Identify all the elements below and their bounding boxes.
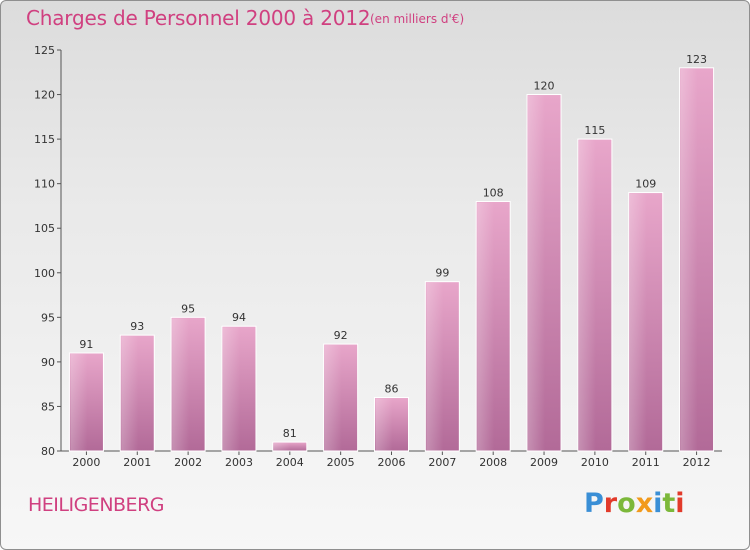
data-label: 93	[130, 320, 144, 333]
y-tick-label: 125	[34, 44, 55, 57]
chart-title: Charges de Personnel 2000 à 2012	[26, 6, 371, 30]
x-tick-label: 2002	[174, 456, 202, 469]
logo-letter: x	[635, 488, 654, 519]
y-tick-label: 115	[34, 133, 55, 146]
y-tick-label: 85	[41, 400, 55, 413]
logo-letter: P	[584, 488, 604, 519]
x-tick-label: 2011	[632, 456, 660, 469]
bar-highlight	[426, 282, 444, 451]
y-tick-label: 100	[34, 267, 55, 280]
y-tick-label: 90	[41, 356, 55, 369]
logo-letter: i	[653, 488, 663, 519]
data-label: 120	[534, 80, 555, 93]
data-label: 81	[283, 427, 297, 440]
logo-letter: o	[617, 488, 636, 519]
bar-highlight	[121, 336, 139, 451]
logo-letter: i	[675, 488, 685, 519]
x-tick-label: 2004	[276, 456, 304, 469]
bar-highlight	[528, 95, 546, 452]
data-label: 95	[181, 302, 195, 315]
data-label: 86	[385, 383, 399, 396]
data-label: 92	[334, 329, 348, 342]
data-label: 115	[584, 124, 605, 137]
chart-subtitle: (en milliers d'€)	[370, 12, 465, 26]
x-tick-label: 2010	[581, 456, 609, 469]
bar-highlight	[172, 318, 190, 451]
x-tick-label: 2009	[530, 456, 558, 469]
bar-highlight	[70, 353, 88, 451]
data-label: 91	[79, 338, 93, 351]
x-tick-label: 2006	[378, 456, 406, 469]
y-tick-label: 105	[34, 222, 55, 235]
logo-letter: t	[662, 488, 676, 519]
data-label: 123	[686, 53, 707, 66]
x-tick-label: 2005	[327, 456, 355, 469]
bar-highlight	[222, 327, 240, 451]
bar-highlight	[629, 193, 647, 452]
x-tick-label: 2003	[225, 456, 253, 469]
bar-highlight	[680, 68, 698, 452]
bar-highlight	[477, 202, 495, 451]
data-label: 94	[232, 311, 246, 324]
logo-letter: r	[603, 488, 618, 519]
x-tick-label: 2001	[123, 456, 151, 469]
y-tick-label: 95	[41, 311, 55, 324]
town-name: HEILIGENBERG	[28, 494, 165, 516]
x-tick-label: 2012	[683, 456, 711, 469]
bar-highlight	[578, 140, 596, 451]
data-label: 108	[483, 186, 504, 199]
bar-highlight	[273, 443, 291, 451]
bar-highlight	[375, 398, 393, 451]
x-tick-label: 2007	[428, 456, 456, 469]
y-tick-label: 110	[34, 178, 55, 191]
x-tick-label: 2000	[72, 456, 100, 469]
x-tick-label: 2008	[479, 456, 507, 469]
data-label: 99	[435, 267, 449, 280]
y-tick-label: 120	[34, 89, 55, 102]
bar-highlight	[324, 345, 342, 451]
y-tick-label: 80	[41, 445, 55, 458]
proxiti-logo[interactable]: Proxiti	[584, 488, 685, 519]
data-label: 109	[635, 178, 656, 191]
